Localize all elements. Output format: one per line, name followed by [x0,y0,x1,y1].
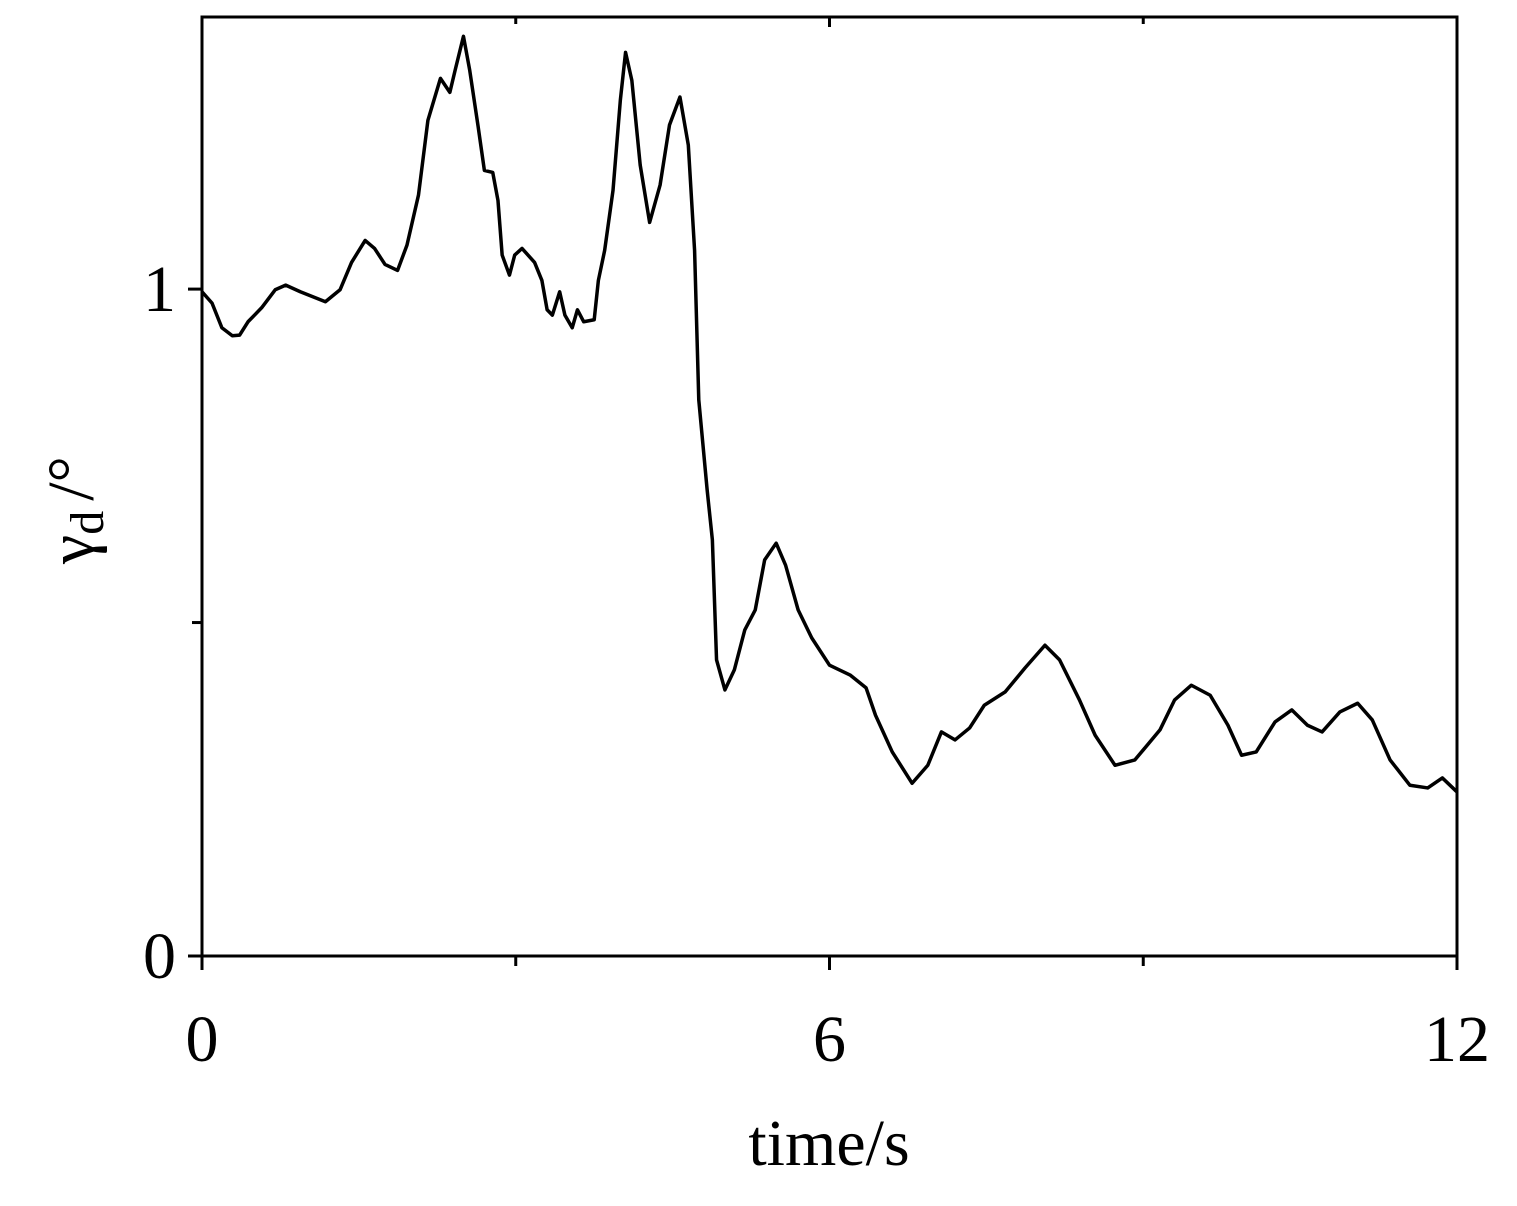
y-tick-label: 0 [143,920,176,993]
plot-frame [200,15,1459,958]
data-line [200,34,1459,794]
y-axis-label-symbol: γ [35,535,108,565]
x-tick-label: 12 [1424,1003,1490,1076]
y-tick-label: 1 [143,253,176,326]
x-axis-label: time/s [748,1107,909,1180]
y-axis-label-subscript: d [61,511,114,535]
y-axis-label-unit: /° [35,456,108,501]
y-axis-label: γd /° [35,456,114,565]
x-tick-label: 0 [186,1003,219,1076]
x-tick-label: 6 [813,1003,846,1076]
